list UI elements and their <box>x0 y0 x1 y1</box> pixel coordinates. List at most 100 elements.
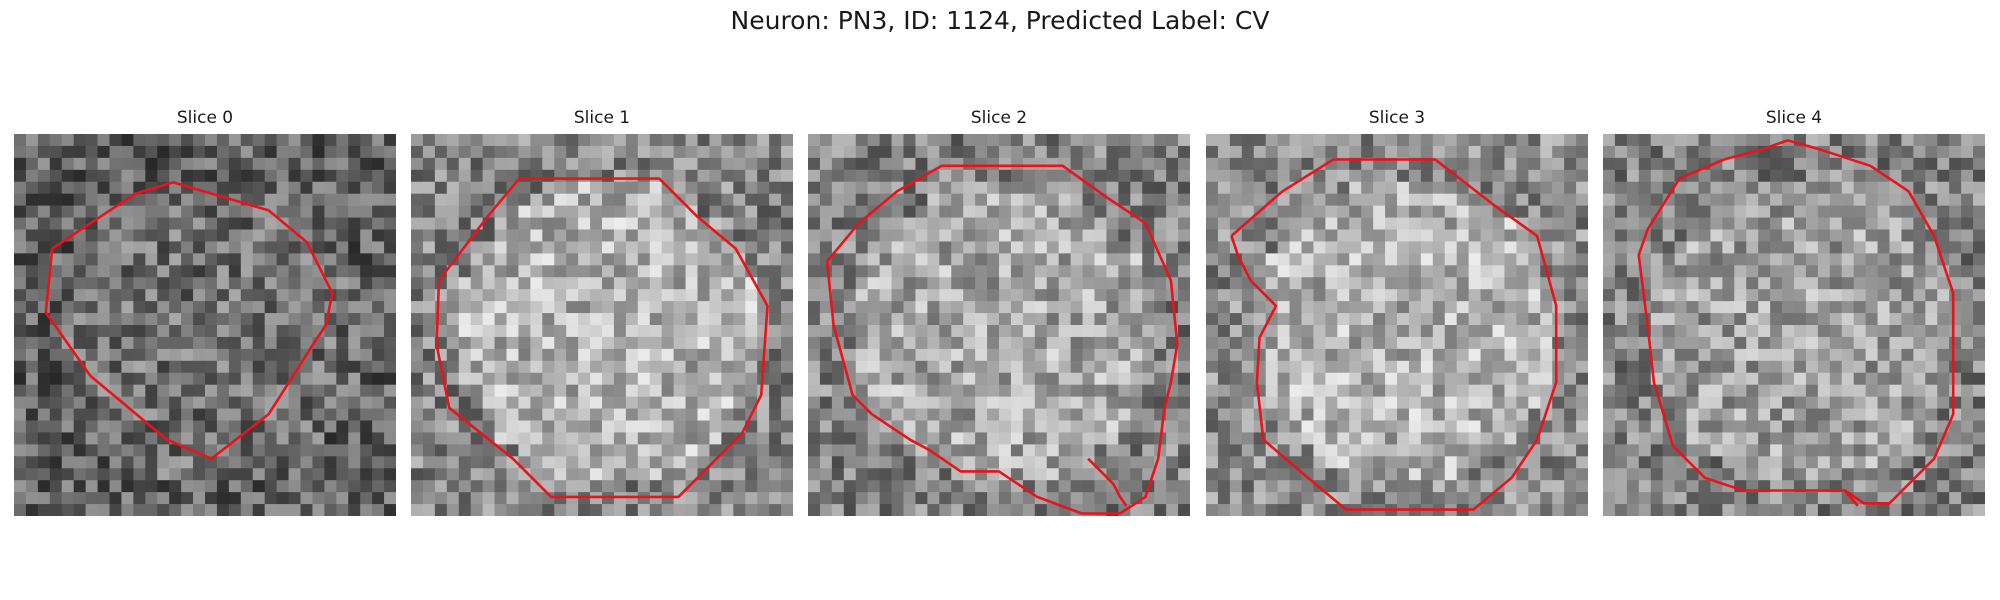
image-pixel <box>482 265 496 278</box>
image-pixel <box>312 456 325 469</box>
image-pixel <box>1166 456 1179 469</box>
image-pixel <box>25 420 39 434</box>
image-pixel <box>1528 205 1541 219</box>
image-pixel <box>530 301 543 314</box>
image-pixel <box>1130 157 1143 171</box>
image-pixel <box>819 396 833 410</box>
image-pixel <box>697 325 711 338</box>
image-pixel <box>1877 444 1891 457</box>
image-pixel <box>843 253 857 266</box>
image-pixel <box>1901 169 1914 183</box>
image-pixel <box>1710 265 1723 278</box>
image-pixel <box>482 205 496 219</box>
image-pixel <box>733 181 746 195</box>
image-pixel <box>133 205 146 219</box>
image-pixel <box>434 396 448 410</box>
image-pixel <box>1841 384 1855 398</box>
image-pixel <box>1865 265 1879 278</box>
image-pixel <box>1385 408 1398 422</box>
image-pixel <box>1118 468 1131 481</box>
image-pixel <box>121 253 134 266</box>
image-pixel <box>1841 169 1855 183</box>
image-pixel <box>1349 313 1362 326</box>
image-pixel <box>121 277 134 290</box>
image-pixel <box>1973 217 1985 231</box>
image-pixel <box>721 396 734 410</box>
image-pixel <box>1889 325 1903 338</box>
image-pixel <box>733 145 746 159</box>
image-pixel <box>697 277 711 290</box>
image-pixel <box>1046 336 1060 350</box>
image-pixel <box>1889 348 1903 362</box>
image-pixel <box>1817 325 1831 338</box>
image-pixel <box>1094 456 1108 469</box>
image-pixel <box>1313 193 1326 207</box>
image-pixel <box>1829 265 1843 278</box>
image-pixel <box>1408 241 1422 254</box>
image-pixel <box>808 277 821 290</box>
image-pixel <box>193 217 206 231</box>
image-pixel <box>1058 372 1072 386</box>
image-pixel <box>37 468 51 481</box>
image-pixel <box>1385 348 1398 362</box>
image-pixel <box>1504 229 1517 243</box>
image-pixel <box>1325 253 1338 266</box>
image-pixel <box>1674 181 1688 195</box>
image-pixel <box>49 336 63 350</box>
image-pixel <box>1022 193 1036 207</box>
image-pixel <box>228 253 242 266</box>
image-pixel <box>1217 157 1231 171</box>
image-pixel <box>1277 396 1291 410</box>
image-pixel <box>1058 348 1072 362</box>
image-pixel <box>228 360 242 374</box>
image-pixel <box>1829 253 1843 266</box>
image-pixel <box>1710 408 1723 422</box>
image-pixel <box>336 444 349 457</box>
image-pixel <box>530 313 543 326</box>
image-pixel <box>1614 134 1628 147</box>
image-pixel <box>145 480 158 493</box>
image-pixel <box>348 420 361 434</box>
image-pixel <box>1130 420 1143 434</box>
image-pixel <box>1432 145 1446 159</box>
image-pixel <box>1782 325 1795 338</box>
image-pixel <box>1564 396 1577 410</box>
image-pixel <box>590 336 603 350</box>
image-pixel <box>1094 229 1108 243</box>
image-pixel <box>109 253 123 266</box>
image-pixel <box>422 193 436 207</box>
image-pixel <box>1349 396 1362 410</box>
image-pixel <box>446 157 460 171</box>
image-pixel <box>855 336 869 350</box>
image-pixel <box>891 289 905 302</box>
image-pixel <box>1782 313 1795 326</box>
image-pixel <box>1734 253 1747 266</box>
image-pixel <box>1253 265 1267 278</box>
image-pixel <box>411 492 424 505</box>
image-pixel <box>145 313 158 326</box>
image-pixel <box>1949 169 1962 183</box>
image-pixel <box>1576 325 1588 338</box>
image-pixel <box>300 480 314 493</box>
image-pixel <box>1444 396 1458 410</box>
image-pixel <box>1432 420 1446 434</box>
image-pixel <box>121 134 134 147</box>
image-pixel <box>987 444 1000 457</box>
image-pixel <box>324 348 337 362</box>
image-pixel <box>49 456 63 469</box>
image-pixel <box>1829 432 1843 445</box>
image-pixel <box>1528 134 1541 147</box>
image-pixel <box>372 360 385 374</box>
image-pixel <box>518 348 531 362</box>
image-pixel <box>951 492 964 505</box>
image-pixel <box>312 217 325 231</box>
image-pixel <box>1106 492 1119 505</box>
image-pixel <box>518 492 531 505</box>
image-pixel <box>264 217 278 231</box>
image-pixel <box>1265 468 1279 481</box>
image-pixel <box>324 396 337 410</box>
image-pixel <box>411 408 424 422</box>
image-pixel <box>1564 408 1577 422</box>
image-pixel <box>1626 253 1640 266</box>
image-pixel <box>733 432 746 445</box>
